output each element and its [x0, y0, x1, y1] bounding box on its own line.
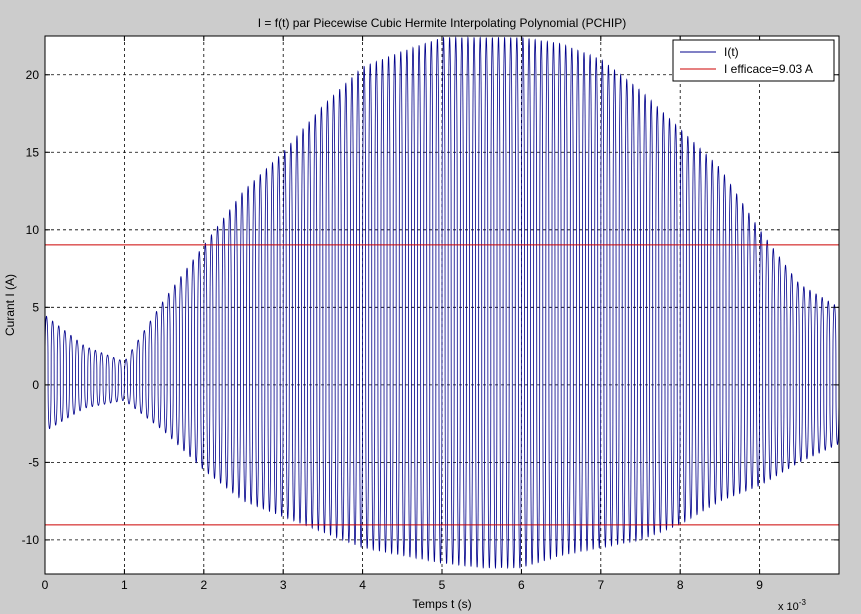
y-tick-label: 20 — [26, 68, 40, 82]
x-exponent-label: x 10-3 — [778, 598, 806, 613]
x-tick-label: 0 — [42, 578, 49, 592]
axis-ticks: 0 1 2 3 4 5 6 7 8 9 -10 -5 0 5 10 15 20 — [22, 36, 839, 592]
legend-box — [672, 39, 835, 82]
x-tick-label: 4 — [359, 578, 366, 592]
y-axis-label: Curant I (A) — [3, 274, 17, 336]
x-tick-label: 8 — [677, 578, 684, 592]
x-axis-label: Temps t (s) — [412, 597, 471, 611]
y-tick-label: -5 — [28, 455, 39, 469]
y-tick-label: 0 — [32, 378, 39, 392]
legend: I(t) I efficace=9.03 A — [672, 39, 835, 82]
legend-label-current: I(t) — [724, 45, 739, 59]
x-tick-label: 6 — [518, 578, 525, 592]
x-tick-label: 1 — [121, 578, 128, 592]
y-tick-label: 10 — [26, 223, 40, 237]
x-tick-label: 3 — [280, 578, 287, 592]
x-exponent-base: x 10 — [778, 601, 799, 613]
y-tick-label: -10 — [22, 533, 40, 547]
current-signal-line — [45, 36, 839, 570]
chart-title: I = f(t) par Piecewise Cubic Hermite Int… — [258, 16, 626, 30]
legend-label-rms: I efficace=9.03 A — [724, 62, 813, 76]
y-tick-label: 15 — [26, 145, 40, 159]
x-tick-label: 7 — [597, 578, 604, 592]
x-tick-label: 2 — [200, 578, 207, 592]
y-tick-label: 5 — [32, 300, 39, 314]
x-exponent-power: -3 — [799, 598, 807, 607]
plot-series — [45, 36, 839, 570]
x-tick-label: 5 — [439, 578, 446, 592]
x-tick-label: 9 — [756, 578, 763, 592]
